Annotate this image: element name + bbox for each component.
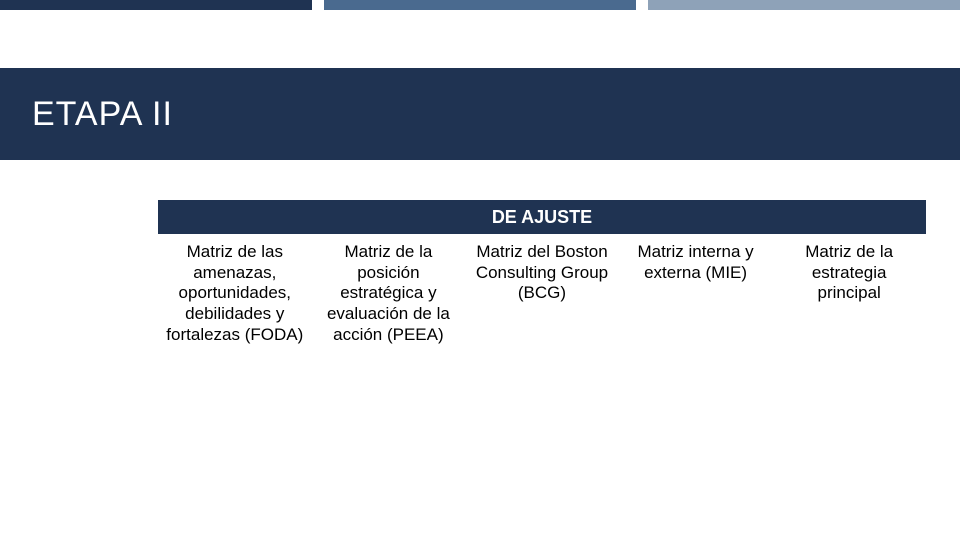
table-cell: Matriz interna y externa (MIE) <box>619 234 773 356</box>
table-header-label: DE AJUSTE <box>492 207 592 228</box>
table-cell: Matriz de la estrategia principal <box>772 234 926 356</box>
table-cell: Matriz del Boston Consulting Group (BCG) <box>465 234 619 356</box>
top-segment-1 <box>0 0 312 10</box>
page-title: ETAPA II <box>0 95 173 134</box>
table-header-row: DE AJUSTE <box>158 200 926 234</box>
top-segment-gap-1 <box>312 0 324 10</box>
adjust-table: DE AJUSTE Matriz de las amenazas, oportu… <box>158 200 926 356</box>
title-band: ETAPA II <box>0 68 960 160</box>
table-body-row: Matriz de las amenazas, oportunidades, d… <box>158 234 926 356</box>
top-segment-gap-2 <box>636 0 648 10</box>
top-segment-3 <box>648 0 960 10</box>
top-accent-bar <box>0 0 960 10</box>
top-segment-2 <box>324 0 636 10</box>
table-cell: Matriz de la posición estratégica y eval… <box>312 234 466 356</box>
slide: ETAPA II DE AJUSTE Matriz de las amenaza… <box>0 0 960 540</box>
table-cell: Matriz de las amenazas, oportunidades, d… <box>158 234 312 356</box>
